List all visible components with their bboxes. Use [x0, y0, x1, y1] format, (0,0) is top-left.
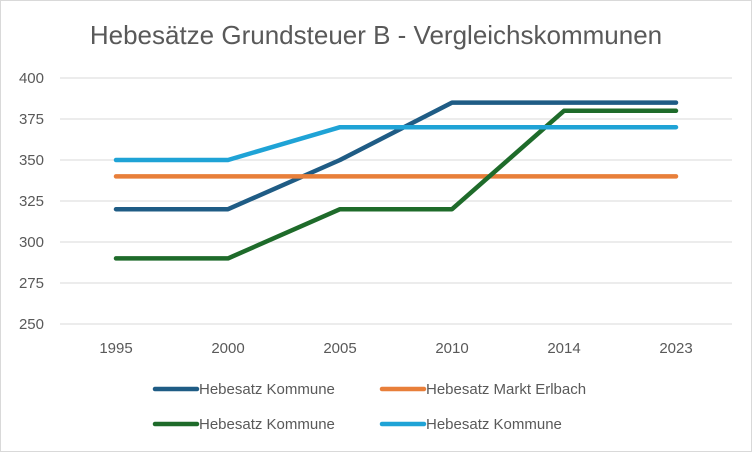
y-tick-label: 275 [19, 275, 44, 292]
x-tick-label: 2014 [547, 340, 580, 357]
y-tick-label: 325 [19, 193, 44, 210]
x-axis-ticks: 1995 2000 2005 2010 2014 2023 [99, 340, 692, 357]
y-tick-label: 250 [19, 316, 44, 333]
gridlines [60, 77, 732, 325]
series-lines [113, 100, 679, 261]
x-tick-label: 1995 [99, 340, 132, 357]
y-tick-label: 300 [19, 234, 44, 251]
series-line-1 [113, 100, 679, 212]
legend-label: Hebesatz Markt Erlbach [426, 381, 586, 398]
legend-label: Hebesatz Kommune [426, 416, 562, 433]
x-tick-label: 2023 [659, 340, 692, 357]
legend-item: Hebesatz Markt Erlbach [379, 381, 586, 398]
legend-label: Hebesatz Kommune [199, 416, 335, 433]
x-tick-label: 2005 [323, 340, 356, 357]
series-line-4 [113, 124, 679, 163]
legend-label: Hebesatz Kommune [199, 381, 335, 398]
legend-item: Hebesatz Kommune [379, 416, 562, 433]
y-tick-label: 375 [19, 111, 44, 128]
x-tick-label: 2000 [211, 340, 244, 357]
x-tick-label: 2010 [435, 340, 468, 357]
series-line-3 [113, 108, 679, 261]
legend-item: Hebesatz Kommune [152, 381, 335, 398]
y-axis-ticks: 250 275 300 325 350 375 400 [19, 70, 44, 333]
legend: Hebesatz Kommune Hebesatz Markt Erlbach He… [152, 381, 586, 433]
y-tick-label: 400 [19, 70, 44, 87]
y-tick-label: 350 [19, 152, 44, 169]
legend-item: Hebesatz Kommune [152, 416, 335, 433]
chart-title: Hebesätze Grundsteuer B - Vergleichskomm… [90, 20, 662, 50]
